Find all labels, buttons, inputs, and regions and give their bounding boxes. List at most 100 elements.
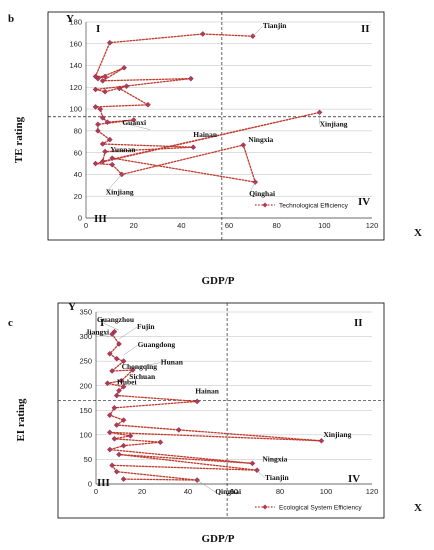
point-label: Xinjiang: [106, 187, 134, 196]
y-tick-label: 50: [84, 455, 92, 464]
point-label: Guangzhou: [97, 315, 134, 324]
annotation-leader: [122, 122, 151, 131]
y-tick-label: 40: [74, 170, 82, 179]
plot-frame: [57, 302, 385, 519]
data-point: [99, 158, 106, 165]
data-point: [109, 462, 115, 469]
y-axis-label: EI rating: [15, 398, 27, 442]
data-point: [194, 398, 201, 405]
data-point: [92, 104, 99, 110]
x-tick-label: 100: [318, 221, 331, 230]
quadrant-label-IV: IV: [358, 196, 370, 208]
annotation-leader: [132, 362, 161, 369]
data-point: [129, 367, 136, 373]
panel-label: b: [8, 13, 14, 25]
x-tick-label: 0: [94, 487, 98, 496]
data-point: [145, 101, 151, 108]
y-axis-label: TE rating: [13, 116, 25, 163]
data-point: [107, 136, 113, 143]
y-tick-label: 200: [79, 381, 92, 390]
data-point: [157, 439, 164, 446]
point-label: Jiangxi: [86, 328, 109, 337]
x-tick-label: 20: [129, 221, 137, 230]
data-point: [120, 476, 127, 482]
x-tick-label: 100: [320, 487, 333, 496]
data-point: [109, 331, 115, 337]
annotation-leader: [123, 345, 138, 356]
y-tick-label: 350: [79, 308, 92, 317]
data-point: [123, 83, 130, 90]
x-axis-label: GDP/P: [202, 533, 235, 545]
y-tick-label: 140: [69, 61, 82, 70]
annotation-leader: [118, 326, 138, 340]
point-label: Tianjin: [263, 21, 287, 30]
x-tick-label: 60: [225, 221, 233, 230]
annotation-leader: [85, 332, 110, 337]
legend-marker: [262, 202, 268, 208]
data-point: [102, 88, 108, 95]
legend-label: Technological Efficiency: [279, 202, 349, 209]
legend-marker: [262, 504, 268, 510]
data-point: [104, 119, 111, 126]
data-point: [113, 392, 120, 399]
x-axis-label: GDP/P: [202, 275, 235, 287]
x-axis-letter: X: [414, 502, 422, 514]
data-point: [113, 355, 120, 362]
data-point: [118, 377, 125, 384]
point-label: Fujin: [137, 322, 155, 331]
y-axis-letter: Y: [68, 301, 76, 313]
y-tick-label: 100: [79, 430, 92, 439]
point-label: Sichuan: [129, 372, 156, 381]
annotation-leader: [256, 470, 266, 479]
x-tick-label: 120: [366, 221, 379, 230]
y-tick-label: 0: [78, 214, 82, 223]
data-point: [102, 73, 108, 80]
data-point: [130, 117, 137, 123]
point-label: Xinjiang: [323, 430, 351, 439]
data-point: [99, 77, 106, 84]
x-tick-label: 40: [184, 487, 192, 496]
data-point: [188, 75, 194, 82]
point-label: Guanxi: [122, 118, 146, 127]
point-label: Tianjin: [265, 473, 289, 482]
y-tick-label: 180: [69, 18, 82, 27]
y-tick-label: 80: [74, 126, 82, 135]
panel-label: c: [8, 317, 13, 329]
data-point: [194, 477, 201, 483]
quadrant-label-II: II: [354, 317, 363, 329]
data-point: [111, 405, 118, 411]
data-point: [106, 412, 113, 419]
y-tick-label: 60: [74, 148, 82, 157]
quadrant-label-I: I: [96, 23, 100, 35]
plot-frame: [47, 11, 385, 241]
data-point: [113, 422, 120, 428]
data-point: [92, 160, 99, 167]
x-tick-label: 120: [366, 487, 379, 496]
annotation-leader: [96, 319, 120, 331]
series-line: [107, 331, 322, 481]
data-point: [106, 446, 113, 453]
data-point: [92, 86, 99, 93]
data-point: [113, 468, 120, 475]
data-point: [190, 144, 197, 151]
annotation-leader: [105, 174, 122, 193]
data-point: [111, 435, 118, 442]
data-point: [102, 148, 108, 155]
point-label: Yunnan: [110, 145, 136, 154]
series-line: [94, 33, 320, 183]
point-label: Ningxia: [262, 454, 287, 463]
data-point: [121, 64, 127, 71]
chart-panel-b: b 0 20 40 60 80 100 120 140 160 180 0 20 40 60 80 100 120…: [8, 11, 422, 287]
point-label: Chongqing: [122, 362, 158, 371]
data-point: [316, 109, 323, 116]
point-label: Hunan: [161, 358, 184, 367]
point-label: Hainan: [193, 130, 218, 139]
quadrant-label-III: III: [94, 213, 107, 225]
y-tick-label: 20: [74, 192, 82, 201]
y-axis-letter: Y: [66, 13, 74, 25]
data-point: [95, 128, 101, 134]
x-tick-label: 80: [276, 487, 284, 496]
x-tick-label: 40: [177, 221, 185, 230]
x-tick-label: 0: [84, 221, 88, 230]
